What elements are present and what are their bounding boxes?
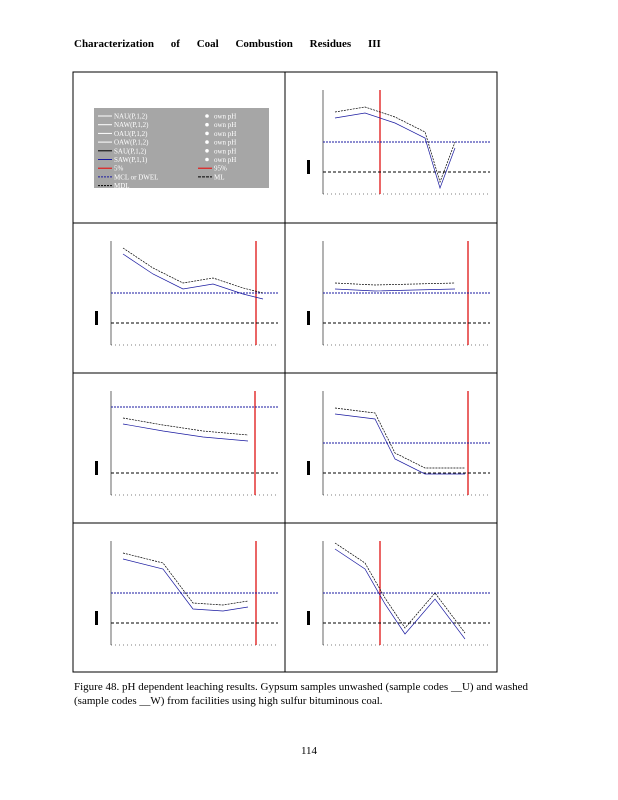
axis-glyph bbox=[307, 160, 310, 174]
series-line bbox=[334, 106, 456, 184]
series-line bbox=[122, 417, 249, 436]
series-line bbox=[122, 558, 249, 612]
axis-glyph bbox=[307, 611, 310, 625]
legend-marker bbox=[205, 122, 209, 127]
axis-glyph bbox=[307, 311, 310, 325]
mini-plot bbox=[307, 241, 490, 346]
legend-label: OAW(P,1,2) bbox=[114, 139, 149, 147]
legend: NAU(P,1,2)NAW(P,1,2)OAU(P,1,2)OAW(P,1,2)… bbox=[98, 113, 236, 190]
caption: Figure 48. pH dependent leaching results… bbox=[74, 681, 528, 707]
legend-label: own pH bbox=[214, 130, 236, 138]
axis-glyph bbox=[95, 611, 98, 625]
series-line bbox=[334, 542, 466, 634]
mini-plot bbox=[307, 541, 490, 646]
panels bbox=[95, 90, 490, 646]
legend-label: SAW(P,1,1) bbox=[114, 156, 148, 164]
legend-marker bbox=[205, 149, 209, 153]
series-line bbox=[334, 288, 456, 292]
mini-plot bbox=[307, 90, 490, 195]
legend-marker bbox=[205, 131, 209, 136]
legend-label: 95% bbox=[214, 165, 227, 173]
page-number: 114 bbox=[300, 745, 318, 757]
series-line bbox=[122, 253, 264, 300]
legend-label: NAU(P,1,2) bbox=[114, 113, 148, 121]
legend-label: own pH bbox=[214, 139, 236, 147]
legend-label: own pH bbox=[214, 113, 236, 121]
mini-plot bbox=[95, 541, 278, 646]
legend-label: MCL or DWEL bbox=[114, 173, 158, 181]
header-title: Characterization of Coal Combustion Resi… bbox=[74, 38, 381, 50]
legend-label: MDL bbox=[114, 182, 130, 190]
legend-label: SAU(P,1,2) bbox=[114, 147, 147, 155]
legend-label: own pH bbox=[214, 121, 236, 129]
axis-glyph bbox=[95, 461, 98, 475]
legend-marker bbox=[205, 140, 209, 144]
mini-plot bbox=[307, 391, 490, 496]
series-line bbox=[334, 407, 465, 469]
series-line bbox=[334, 413, 465, 475]
axis-glyph bbox=[95, 311, 98, 325]
legend-marker bbox=[205, 157, 209, 162]
series-line bbox=[122, 552, 249, 606]
legend-marker bbox=[205, 114, 209, 118]
legend-box bbox=[94, 108, 269, 188]
series-line bbox=[334, 548, 466, 640]
series-line bbox=[122, 247, 264, 294]
legend-label: NAW(P,1,2) bbox=[114, 121, 149, 129]
legend-label: own pH bbox=[214, 147, 236, 155]
axis-glyph bbox=[307, 461, 310, 475]
legend-label: own pH bbox=[214, 156, 236, 164]
series-line bbox=[334, 282, 456, 286]
series-line bbox=[334, 112, 456, 190]
series-line bbox=[122, 423, 249, 442]
legend-label: OAU(P,1,2) bbox=[114, 130, 148, 138]
mini-plot bbox=[95, 241, 278, 346]
mini-plot bbox=[95, 391, 278, 496]
legend-label: 5% bbox=[114, 165, 124, 173]
legend-label: ML bbox=[214, 173, 225, 181]
